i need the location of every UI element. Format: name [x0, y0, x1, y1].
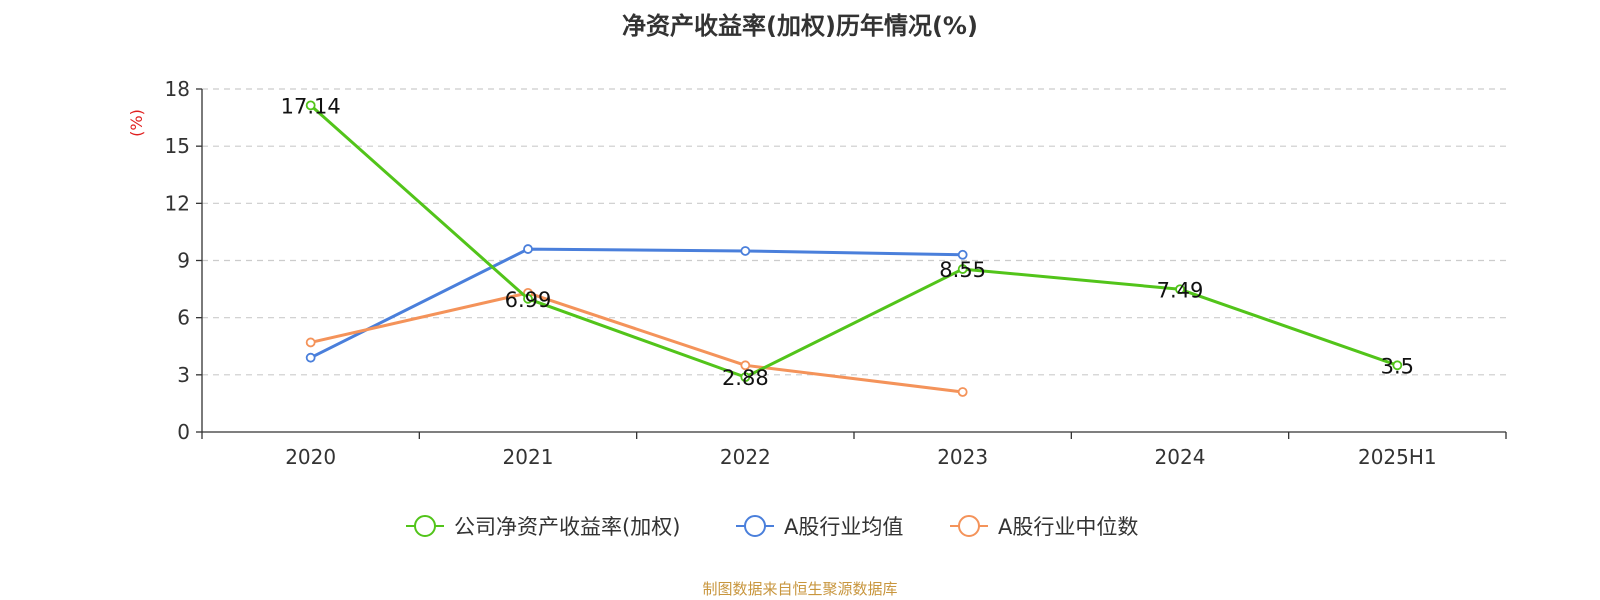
data-label: 3.5: [1381, 354, 1414, 378]
x-tick-label: 2022: [720, 445, 771, 469]
series-line: [310, 291, 963, 394]
series-line: [309, 104, 1398, 379]
y-tick-label: 3: [177, 363, 190, 387]
y-tick-label: 6: [177, 306, 190, 330]
legend-label: 公司净资产收益率(加权): [454, 515, 680, 539]
data-point: [740, 372, 751, 383]
y-axis-title: (%): [127, 109, 146, 137]
data-label: 17.14: [281, 94, 341, 118]
grid-lines: [202, 88, 1506, 376]
data-point: [305, 337, 316, 348]
data-point: [1175, 284, 1185, 295]
data-point: [305, 352, 316, 363]
x-tick-label: 2020: [285, 445, 336, 469]
series-line: [309, 247, 963, 360]
y-tick-label: 12: [165, 191, 190, 215]
legend-marker-icon: [744, 515, 766, 537]
x-tick-label: 2021: [503, 445, 554, 469]
y-tick-label: 9: [177, 249, 190, 273]
legend[interactable]: 公司净资产收益率(加权) A股行业均值 A股行业中位数: [406, 515, 1138, 539]
data-point: [740, 360, 751, 371]
series-layer: [305, 100, 1403, 397]
y-tick-label: 18: [165, 77, 190, 101]
data-point: [957, 387, 968, 397]
data-point: [740, 246, 751, 256]
data-labels: 17.14 6.99 2.88 8.55 7.49 3.5: [281, 94, 1414, 390]
data-point: [523, 293, 533, 304]
chart-title: 净资产收益率(加权)历年情况(%): [622, 12, 978, 40]
legend-item[interactable]: 公司净资产收益率(加权): [406, 515, 680, 539]
y-tick-label: 15: [165, 134, 190, 158]
legend-item[interactable]: A股行业均值: [736, 515, 903, 539]
data-label: 7.49: [1157, 278, 1204, 302]
data-point: [957, 264, 968, 274]
data-point: [305, 100, 316, 111]
legend-marker-icon: [958, 515, 980, 537]
y-tick-label: 0: [177, 420, 190, 444]
data-label: 2.88: [722, 366, 769, 390]
data-label: 6.99: [505, 288, 552, 312]
data-point: [957, 249, 968, 260]
legend-label: A股行业均值: [784, 515, 903, 539]
source-note: 制图数据来自恒生聚源数据库: [702, 580, 898, 598]
data-point: [1392, 360, 1403, 371]
x-tick-label: 2025H1: [1358, 445, 1437, 469]
data-point: [523, 244, 533, 254]
x-tick-label: 2023: [937, 445, 988, 469]
data-label: 8.55: [939, 258, 986, 282]
legend-label: A股行业中位数: [998, 515, 1138, 539]
legend-item[interactable]: A股行业中位数: [950, 515, 1138, 539]
axes: 0 3 6 9 12 15 18 2020 2021 2022 2023 2024 2025H1: [165, 77, 1507, 469]
legend-marker-icon: [414, 515, 436, 537]
x-tick-label: 2024: [1155, 445, 1206, 469]
